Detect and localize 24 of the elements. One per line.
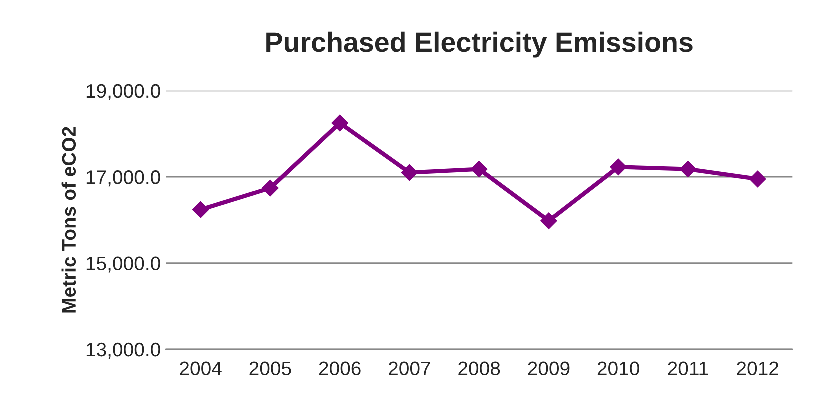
x-tick-label: 2004 xyxy=(180,362,222,376)
point xyxy=(332,114,348,132)
x-tick-label: 2011 xyxy=(668,362,708,376)
point xyxy=(192,201,210,218)
y-tick-label: 17,000.0 xyxy=(86,170,160,187)
x-tick-label: 2012 xyxy=(737,362,778,376)
x-tick-label: 2006 xyxy=(319,362,361,376)
point xyxy=(680,160,697,178)
x-tick-label: 2005 xyxy=(250,362,292,376)
point xyxy=(540,212,558,230)
point xyxy=(470,160,488,178)
y-tick-label: 15,000.0 xyxy=(86,256,160,273)
y-axis-title: Metric Tons of eCO2 xyxy=(62,127,76,313)
y-tick-label: 13,000.0 xyxy=(86,342,160,359)
x-tick-label: 2009 xyxy=(528,362,570,376)
y-tick-label: 19,000.0 xyxy=(86,84,160,100)
point xyxy=(749,170,766,188)
point xyxy=(610,158,627,176)
x-tick-label: 2010 xyxy=(598,362,640,376)
chart-title: Purchased Electricity Emissions xyxy=(266,32,693,58)
point xyxy=(262,180,279,197)
point xyxy=(401,164,418,182)
x-tick-label: 2007 xyxy=(389,362,430,376)
x-tick-label: 2008 xyxy=(458,362,500,376)
